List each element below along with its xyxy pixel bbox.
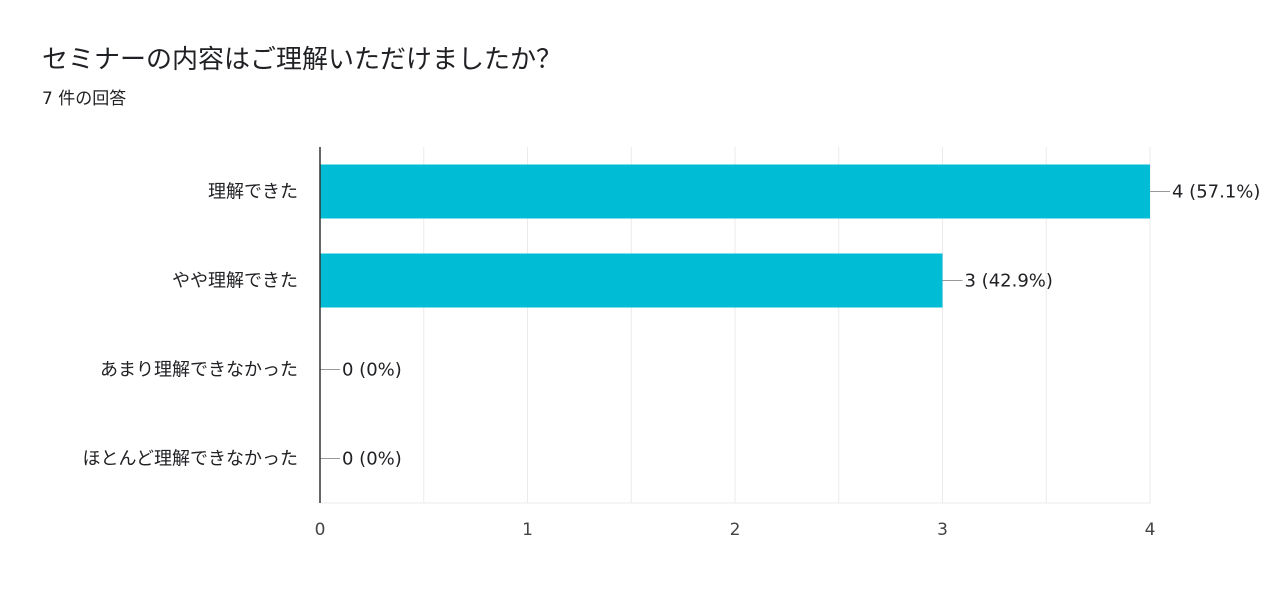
bar	[320, 164, 1150, 219]
x-tick-label: 2	[730, 520, 741, 540]
data-label-leaders	[320, 191, 1170, 459]
data-label: 4 (57.1%)	[1172, 182, 1260, 203]
data-label: 3 (42.9%)	[965, 271, 1053, 292]
x-axis-tick-labels: 0 1 2 3 4	[315, 520, 1156, 540]
response-count: 7 件の回答	[42, 89, 127, 109]
category-label: ほとんど理解できなかった	[83, 449, 298, 470]
category-label: あまり理解できなかった	[100, 360, 298, 381]
data-label: 0 (0%)	[342, 360, 402, 381]
bar	[320, 253, 943, 308]
data-label: 0 (0%)	[342, 449, 402, 470]
x-tick-label: 4	[1145, 520, 1156, 540]
bars	[320, 164, 1150, 308]
data-labels: 4 (57.1%) 3 (42.9%) 0 (0%) 0 (0%)	[342, 182, 1260, 470]
category-label: 理解できた	[208, 182, 298, 203]
x-tick-label: 3	[937, 520, 948, 540]
category-label: やや理解できた	[172, 271, 298, 292]
x-tick-label: 0	[315, 520, 326, 540]
x-tick-label: 1	[522, 520, 533, 540]
question-title: セミナーの内容はご理解いただけましたか？	[42, 45, 563, 75]
